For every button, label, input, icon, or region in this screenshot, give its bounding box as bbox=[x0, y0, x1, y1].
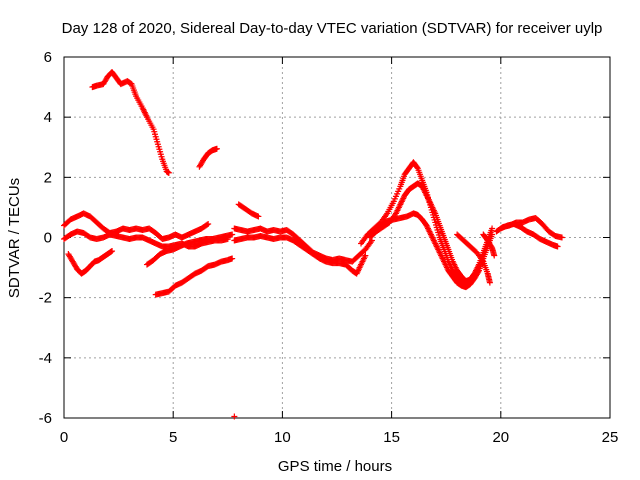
x-tick-label: 5 bbox=[169, 429, 177, 446]
series-track-a bbox=[89, 69, 172, 176]
series-track-g bbox=[152, 255, 236, 298]
series-track-f bbox=[143, 231, 236, 268]
x-tick-label: 20 bbox=[492, 429, 509, 446]
y-tick-label: 2 bbox=[44, 169, 52, 186]
data-point bbox=[414, 164, 421, 171]
series-outlier bbox=[231, 413, 238, 420]
series-track-h bbox=[235, 201, 262, 220]
data-point bbox=[231, 413, 238, 420]
series-track-o bbox=[480, 231, 498, 259]
y-tick-label: 0 bbox=[44, 230, 52, 247]
data-point bbox=[489, 225, 496, 232]
series-track-d bbox=[61, 228, 231, 250]
series-track-j bbox=[231, 232, 369, 277]
x-tick-label: 10 bbox=[274, 429, 291, 446]
data-point bbox=[362, 252, 369, 259]
x-tick-label: 0 bbox=[60, 429, 68, 446]
x-tick-label: 25 bbox=[602, 429, 619, 446]
x-axis-label: GPS time / hours bbox=[278, 458, 392, 475]
y-tick-label: -4 bbox=[39, 350, 52, 367]
data-point bbox=[229, 231, 236, 238]
data-point bbox=[109, 248, 116, 255]
data-point bbox=[368, 237, 375, 244]
data-point bbox=[213, 145, 220, 152]
series-track-m bbox=[377, 210, 496, 291]
data-point bbox=[558, 234, 565, 241]
y-tick-label: -6 bbox=[39, 410, 52, 427]
data-point bbox=[229, 255, 236, 262]
x-tick-label: 15 bbox=[383, 429, 400, 446]
y-axis-label: SDTVAR / TECUs bbox=[6, 178, 23, 298]
data-point bbox=[475, 268, 482, 275]
y-tick-label: -2 bbox=[39, 290, 52, 307]
tick-labels: 0 5 10 15 20 25 -6 -4 -2 0 2 4 6 bbox=[39, 49, 619, 446]
data-point bbox=[491, 252, 498, 259]
data-point bbox=[554, 243, 561, 250]
series-track-b bbox=[196, 145, 220, 170]
series-track-l bbox=[366, 180, 482, 285]
series-track-q bbox=[497, 220, 561, 250]
data-point bbox=[165, 169, 172, 176]
data-point bbox=[255, 213, 262, 220]
data-point bbox=[205, 220, 212, 227]
series-track-n bbox=[454, 231, 493, 286]
data-point bbox=[489, 231, 496, 238]
data-point bbox=[204, 221, 211, 228]
y-tick-label: 4 bbox=[44, 109, 52, 126]
data-point bbox=[486, 279, 493, 286]
data-points bbox=[61, 69, 565, 420]
chart-title: Day 128 of 2020, Sidereal Day-to-day VTE… bbox=[62, 20, 603, 37]
series-track-e bbox=[65, 248, 116, 277]
y-tick-label: 6 bbox=[44, 49, 52, 66]
